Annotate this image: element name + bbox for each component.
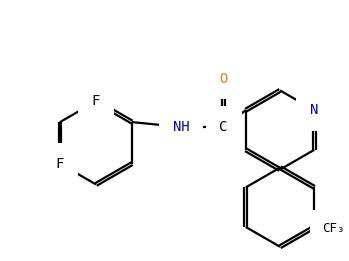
Text: F: F (92, 94, 100, 108)
Text: CF₃: CF₃ (322, 222, 345, 235)
Text: F: F (56, 157, 64, 171)
Text: N: N (310, 103, 319, 117)
Text: C: C (220, 120, 228, 134)
Text: O: O (220, 72, 228, 86)
Text: NH: NH (173, 120, 190, 134)
